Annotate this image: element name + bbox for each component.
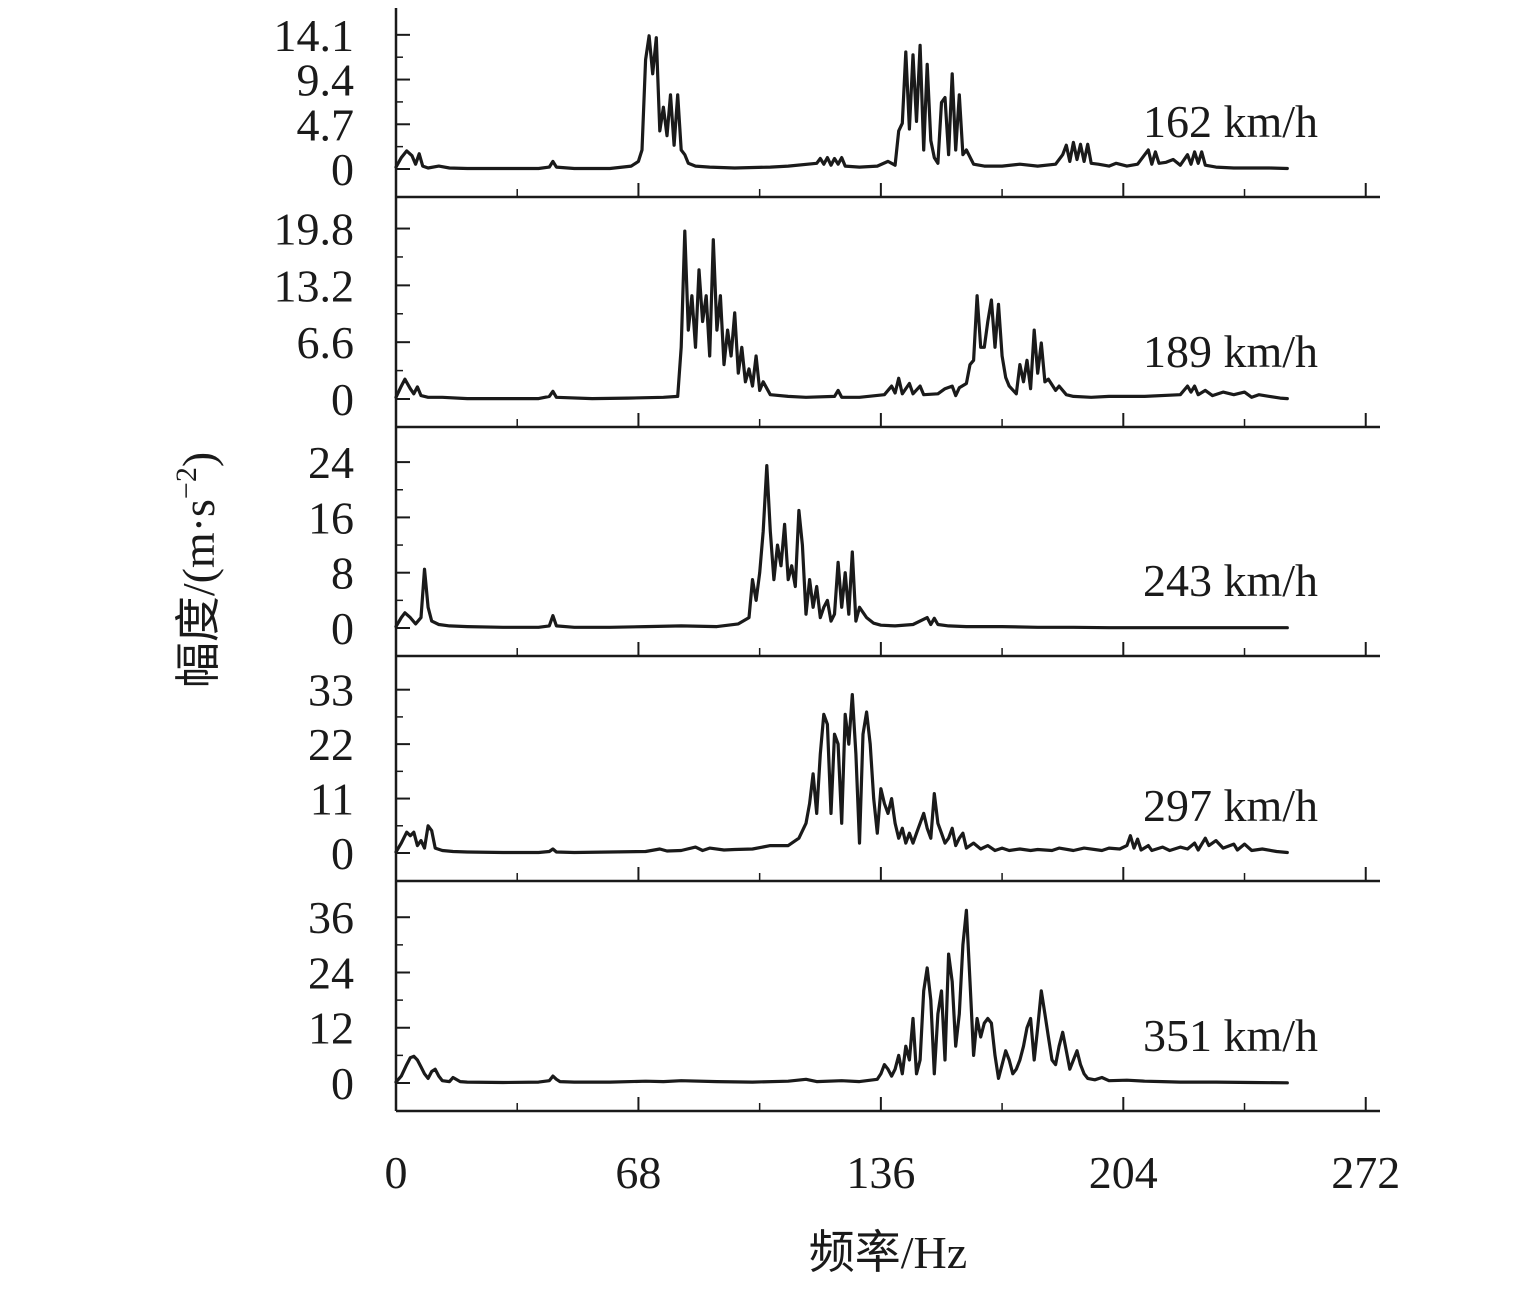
spectrum-series-line	[394, 693, 1289, 855]
speed-label: 351 km/h	[1143, 1010, 1318, 1061]
panel-1: 04.79.414.1 162 km/h	[274, 8, 1380, 199]
x-axis-title: 频率/Hz	[809, 1227, 967, 1278]
y-tick-label: 11	[310, 774, 354, 825]
y-tick-label: 33	[308, 665, 354, 716]
y-axis-title-close: )	[173, 452, 224, 467]
speed-label: 243 km/h	[1143, 555, 1318, 606]
panel-2: 0 6.6 13.219.8 189 km/h	[274, 197, 1380, 429]
y-tick-label: 0	[331, 828, 354, 879]
y-axis-title-main: 幅度/(m·s	[173, 499, 224, 688]
y-tick-label: 22	[308, 719, 354, 770]
x-tick-label: 68	[615, 1147, 661, 1198]
y-tick-label: 13.2	[274, 260, 355, 311]
y-tick-label: 0	[331, 374, 354, 425]
y-tick-label: 24	[308, 437, 354, 488]
spectrum-series-line	[394, 464, 1289, 630]
y-tick-label: 0	[331, 144, 354, 195]
spectrum-series-line	[394, 908, 1289, 1085]
x-tick-label: 204	[1089, 1147, 1158, 1198]
x-tick-label: 136	[846, 1147, 915, 1198]
y-tick-label: 36	[308, 892, 354, 943]
y-tick-label: 12	[308, 1003, 354, 1054]
y-tick-label: 14.1	[274, 10, 355, 61]
y-tick-label: 6.6	[297, 317, 355, 368]
y-tick-label: 19.8	[274, 204, 355, 255]
y-axis-title: 幅度/(m·s−2)	[170, 452, 224, 688]
y-tick-label: 0	[331, 1058, 354, 1109]
spectrum-series-line	[394, 34, 1289, 171]
speed-label: 189 km/h	[1143, 326, 1318, 377]
spectrum-series-line	[394, 229, 1289, 401]
x-axis: 0 68 136 204 272	[385, 1147, 1401, 1198]
y-axis-title-exponent: −2	[170, 467, 203, 499]
y-tick-label: 24	[308, 947, 354, 998]
x-tick-label: 272	[1331, 1147, 1400, 1198]
y-tick-label: 0	[331, 603, 354, 654]
y-tick-label: 8	[331, 548, 354, 599]
y-tick-label: 16	[308, 492, 354, 543]
speed-label: 297 km/h	[1143, 780, 1318, 831]
x-tick-label: 0	[385, 1147, 408, 1198]
speed-label: 162 km/h	[1143, 96, 1318, 147]
y-tick-label: 4.7	[297, 99, 355, 150]
y-tick-label: 9.4	[297, 55, 355, 106]
